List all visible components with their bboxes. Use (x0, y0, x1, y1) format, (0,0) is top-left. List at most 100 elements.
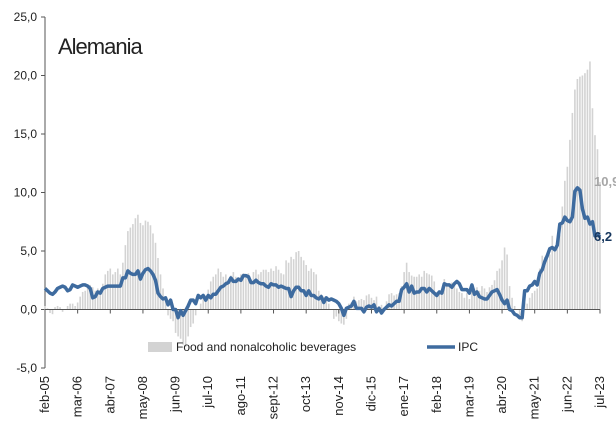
bar (167, 309, 169, 316)
bar (536, 288, 539, 310)
bar (440, 290, 443, 310)
bar (503, 247, 506, 310)
bar (71, 303, 74, 310)
ipc-line (43, 186, 602, 320)
bar (194, 309, 197, 316)
bar (106, 270, 109, 310)
bar (410, 275, 413, 310)
bar (576, 79, 579, 310)
bar (388, 294, 390, 310)
bar (428, 274, 431, 310)
chart-title: Alemania (58, 34, 143, 59)
bar (315, 274, 318, 310)
y-tick-label: 25,0 (14, 10, 38, 24)
bar (486, 291, 488, 310)
bar (300, 256, 302, 310)
bar (129, 227, 132, 310)
bar (247, 273, 250, 310)
bar (282, 274, 285, 310)
bar (295, 252, 297, 310)
bar (204, 295, 207, 310)
bar (122, 262, 124, 310)
bar (257, 274, 260, 310)
x-tick-label: ene-17 (396, 376, 411, 416)
bar (101, 283, 104, 310)
x-tick-label: jul-10 (200, 376, 215, 409)
bar (403, 272, 405, 310)
x-tick-label: oct-13 (298, 376, 313, 412)
bar (96, 288, 99, 310)
bar (240, 274, 242, 310)
bar (255, 269, 257, 310)
bar (358, 300, 360, 310)
bar (548, 254, 551, 310)
bar (59, 307, 61, 310)
bar (207, 289, 210, 310)
value-label: 10,9 (594, 174, 616, 189)
bar (420, 276, 423, 310)
bar (89, 284, 92, 310)
bar (438, 294, 441, 310)
bar (94, 290, 97, 310)
bar (227, 280, 230, 310)
bar (174, 309, 177, 333)
bar (390, 293, 393, 310)
bar (86, 286, 89, 310)
bar (177, 309, 179, 337)
bar (325, 298, 328, 310)
x-tick-label: mar-06 (70, 376, 85, 417)
bar (260, 272, 262, 310)
bar (435, 291, 438, 310)
bar (142, 225, 144, 310)
y-tick-label: 10,0 (14, 186, 38, 200)
bar (466, 293, 468, 310)
bar (147, 221, 149, 310)
bar (363, 300, 365, 310)
bar (61, 309, 64, 312)
bar (556, 241, 559, 310)
x-tick-label: may-21 (527, 376, 542, 419)
bar (272, 270, 275, 310)
bar (99, 290, 102, 310)
bar (584, 73, 586, 310)
bar (531, 293, 533, 310)
bar (144, 220, 147, 310)
bar (468, 298, 471, 310)
bar (561, 206, 564, 310)
bar (340, 309, 343, 324)
bar (453, 284, 456, 310)
bar (476, 287, 478, 310)
y-tick-label: 20,0 (14, 69, 38, 83)
bar (511, 297, 513, 310)
bar (66, 305, 69, 310)
bar (114, 272, 117, 310)
bar (297, 251, 300, 310)
bar (581, 75, 584, 310)
bar (202, 298, 205, 310)
bar (471, 289, 473, 310)
bar (192, 309, 194, 324)
bar (546, 259, 549, 310)
bar (599, 181, 601, 310)
bar (69, 303, 71, 310)
bar (137, 214, 139, 310)
bar (365, 295, 368, 310)
x-tick-label: mar-19 (461, 376, 476, 417)
bar (245, 275, 247, 310)
bar (242, 273, 245, 310)
bar (199, 303, 202, 310)
x-tick-label: sept-12 (266, 376, 281, 419)
bar (172, 309, 174, 322)
x-tick-label: dic-15 (363, 376, 378, 411)
bar (343, 309, 345, 325)
bar (84, 290, 86, 310)
bar (463, 297, 466, 310)
bar (222, 276, 225, 310)
bar (51, 309, 54, 315)
bar (594, 135, 596, 310)
bar (528, 297, 531, 310)
x-tick-label: feb-18 (429, 376, 444, 413)
bar (518, 309, 521, 316)
bar (112, 274, 114, 310)
